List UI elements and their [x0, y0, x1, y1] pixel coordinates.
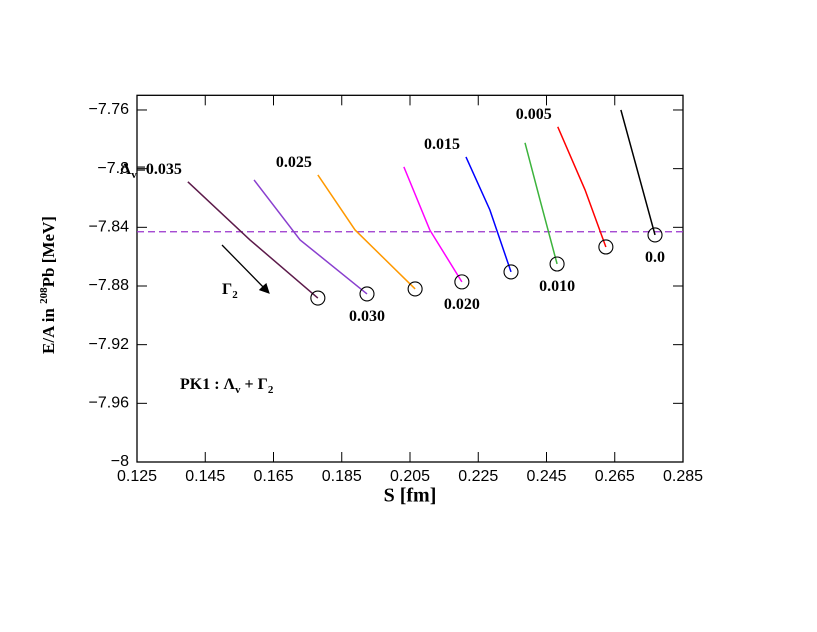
- series-line: [465, 156, 512, 273]
- x-tick-label: 0.285: [663, 468, 703, 485]
- series-name: 0.035: [146, 161, 182, 178]
- y-tick-label: −7.96: [89, 395, 130, 412]
- y-tick-label: −7.8: [97, 160, 129, 177]
- series-line: [187, 181, 319, 299]
- arrow: [221, 244, 270, 294]
- lambda-eq: =: [137, 161, 146, 178]
- end-marker: [407, 281, 423, 297]
- x-axis-label: S [fm]: [384, 485, 437, 507]
- y-axis-label: E/A in 208Pb [MeV]: [38, 216, 58, 354]
- plot-frame: [136, 94, 684, 463]
- series-label: 0.010: [539, 278, 575, 295]
- series-label: 0.020: [444, 296, 480, 313]
- series-label: 0.025: [276, 154, 312, 171]
- gamma-label: Γ2: [222, 281, 238, 301]
- series-line: [557, 126, 607, 248]
- lambda-symbol: Λ: [120, 161, 132, 178]
- series-name: 0.025: [276, 154, 312, 171]
- x-tick-label: 0.125: [117, 468, 157, 485]
- end-marker: [310, 290, 326, 306]
- series-name: 0.0: [645, 249, 665, 266]
- series-name: 0.010: [539, 278, 575, 295]
- end-marker: [454, 274, 470, 290]
- series-line: [317, 174, 416, 290]
- model-label: PK1 : Λv + Γ2: [180, 376, 274, 396]
- end-marker: [359, 286, 375, 302]
- lambda-sub: v: [131, 168, 137, 180]
- y-tick-label: −7.84: [89, 219, 130, 236]
- series-label: 0.0: [645, 249, 665, 266]
- end-marker: [503, 264, 519, 280]
- x-tick-label: 0.225: [458, 468, 498, 485]
- series-name: 0.005: [516, 106, 552, 123]
- y-tick-label: −7.76: [89, 101, 130, 118]
- y-tick-label: −8: [111, 453, 129, 470]
- y-tick-label: −7.92: [89, 336, 130, 353]
- series-label: 0.005: [516, 106, 552, 123]
- series-line: [253, 179, 368, 295]
- x-tick-label: 0.265: [595, 468, 635, 485]
- series-label: Λv=0.035: [120, 161, 182, 181]
- y-tick-label: −7.88: [89, 277, 130, 294]
- series-line: [524, 142, 558, 265]
- end-marker: [598, 239, 614, 255]
- series-name: 0.020: [444, 296, 480, 313]
- x-tick-label: 0.145: [185, 468, 225, 485]
- x-tick-label: 0.185: [322, 468, 362, 485]
- series-line: [620, 109, 656, 236]
- series-label: 0.030: [349, 308, 385, 325]
- series-label: 0.015: [424, 136, 460, 153]
- series-line: [403, 166, 463, 283]
- x-tick-label: 0.245: [526, 468, 566, 485]
- end-marker: [549, 256, 565, 272]
- x-tick-label: 0.165: [253, 468, 293, 485]
- series-name: 0.015: [424, 136, 460, 153]
- x-tick-label: 0.205: [390, 468, 430, 485]
- series-name: 0.030: [349, 308, 385, 325]
- end-marker: [647, 227, 663, 243]
